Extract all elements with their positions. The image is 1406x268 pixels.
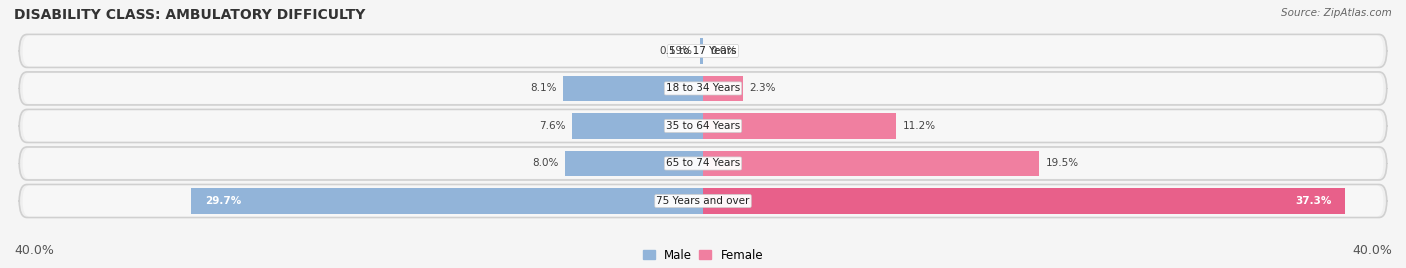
Text: 5 to 17 Years: 5 to 17 Years bbox=[669, 46, 737, 56]
Bar bbox=[572, 113, 703, 139]
FancyBboxPatch shape bbox=[20, 184, 1386, 218]
FancyBboxPatch shape bbox=[22, 36, 1384, 66]
FancyBboxPatch shape bbox=[22, 186, 1384, 216]
Text: 7.6%: 7.6% bbox=[538, 121, 565, 131]
Bar bbox=[565, 151, 703, 176]
FancyBboxPatch shape bbox=[22, 73, 1384, 104]
FancyBboxPatch shape bbox=[20, 147, 1386, 180]
Bar bbox=[703, 151, 1039, 176]
Bar bbox=[191, 188, 703, 214]
Text: 40.0%: 40.0% bbox=[1353, 244, 1392, 257]
Text: 19.5%: 19.5% bbox=[1046, 158, 1078, 169]
Text: 0.19%: 0.19% bbox=[659, 46, 693, 56]
Text: 75 Years and over: 75 Years and over bbox=[657, 196, 749, 206]
Text: Source: ZipAtlas.com: Source: ZipAtlas.com bbox=[1281, 8, 1392, 18]
Text: 29.7%: 29.7% bbox=[205, 196, 242, 206]
FancyBboxPatch shape bbox=[22, 111, 1384, 141]
FancyBboxPatch shape bbox=[20, 34, 1386, 68]
FancyBboxPatch shape bbox=[20, 109, 1386, 143]
Text: DISABILITY CLASS: AMBULATORY DIFFICULTY: DISABILITY CLASS: AMBULATORY DIFFICULTY bbox=[14, 8, 366, 22]
FancyBboxPatch shape bbox=[22, 148, 1384, 179]
Bar bbox=[564, 76, 703, 101]
Bar bbox=[703, 188, 1346, 214]
Bar bbox=[703, 76, 742, 101]
Text: 35 to 64 Years: 35 to 64 Years bbox=[666, 121, 740, 131]
Text: 8.1%: 8.1% bbox=[530, 83, 557, 94]
Text: 37.3%: 37.3% bbox=[1295, 196, 1331, 206]
Bar bbox=[700, 38, 703, 64]
Bar bbox=[703, 113, 896, 139]
Text: 2.3%: 2.3% bbox=[749, 83, 776, 94]
Text: 65 to 74 Years: 65 to 74 Years bbox=[666, 158, 740, 169]
Text: 11.2%: 11.2% bbox=[903, 121, 936, 131]
Text: 8.0%: 8.0% bbox=[531, 158, 558, 169]
FancyBboxPatch shape bbox=[20, 72, 1386, 105]
Legend: Male, Female: Male, Female bbox=[638, 244, 768, 266]
Text: 40.0%: 40.0% bbox=[14, 244, 53, 257]
Text: 18 to 34 Years: 18 to 34 Years bbox=[666, 83, 740, 94]
Text: 0.0%: 0.0% bbox=[710, 46, 737, 56]
